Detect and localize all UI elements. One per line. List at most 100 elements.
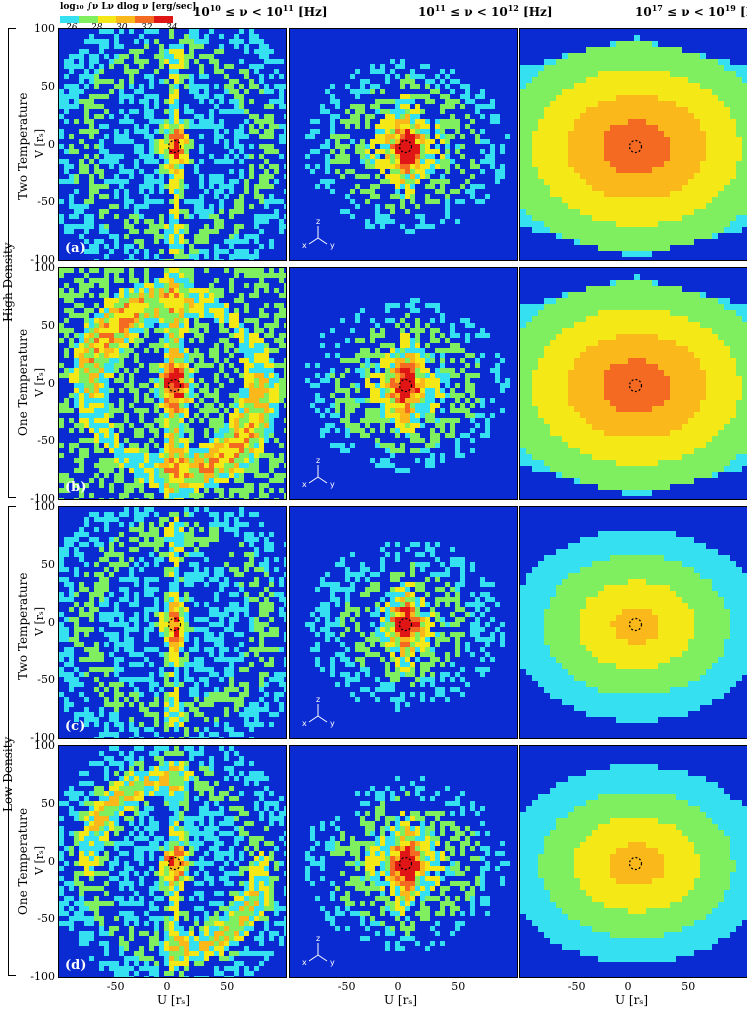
heatmap-cell <box>94 268 99 273</box>
heatmap-cell <box>556 173 562 179</box>
heatmap-cell <box>144 303 149 308</box>
heatmap-cell <box>415 373 420 378</box>
heatmap-cell <box>664 59 670 65</box>
heatmap-cell <box>79 209 84 214</box>
heatmap-cell <box>169 99 174 104</box>
heatmap-cell <box>179 44 184 49</box>
heatmap-cell <box>64 293 69 298</box>
heatmap-cell <box>355 94 360 99</box>
heatmap-cell <box>400 398 405 403</box>
heatmap-cell <box>360 368 365 373</box>
heatmap-cell <box>544 173 550 179</box>
heatmap-cell <box>652 125 658 131</box>
heatmap-cell <box>194 288 199 293</box>
heatmap-cell <box>174 174 179 179</box>
heatmap-cell <box>224 74 229 79</box>
heatmap-cell <box>694 209 700 215</box>
heatmap-cell <box>204 89 209 94</box>
heatmap-cell <box>274 318 279 323</box>
heatmap-cell <box>169 333 174 338</box>
heatmap-cell <box>682 304 688 310</box>
heatmap-cell <box>568 209 574 215</box>
heatmap-cell <box>694 203 700 209</box>
heatmap-cell <box>199 468 204 473</box>
heatmap-cell <box>670 233 676 239</box>
heatmap-cell <box>104 413 109 418</box>
heatmap-cell <box>365 358 370 363</box>
heatmap-cell <box>174 383 179 388</box>
heatmap-cell <box>69 448 74 453</box>
heatmap-cell <box>640 131 646 137</box>
heatmap-cell <box>365 119 370 124</box>
heatmap-cell <box>184 453 189 458</box>
heatmap-cell <box>134 453 139 458</box>
heatmap-cell <box>410 229 415 234</box>
heatmap-cell <box>400 373 405 378</box>
heatmap-cell <box>84 288 89 293</box>
heatmap-cell <box>395 144 400 149</box>
heatmap-cell <box>420 119 425 124</box>
heatmap-cell <box>574 101 580 107</box>
heatmap-cell <box>350 89 355 94</box>
heatmap-cell <box>556 71 562 77</box>
heatmap-cell <box>119 139 124 144</box>
heatmap-cell <box>682 239 688 245</box>
heatmap-cell <box>470 194 475 199</box>
heatmap-cell <box>420 328 425 333</box>
heatmap-cell <box>700 137 706 143</box>
heatmap-cell <box>159 49 164 54</box>
heatmap-cell <box>99 293 104 298</box>
heatmap-cell <box>169 124 174 129</box>
heatmap-cell <box>254 408 259 413</box>
heatmap-cell <box>244 239 249 244</box>
heatmap-cell <box>676 292 682 298</box>
heatmap-cell <box>410 84 415 89</box>
heatmap-cell <box>375 333 380 338</box>
heatmap-cell <box>79 303 84 308</box>
heatmap-cell <box>688 179 694 185</box>
heatmap-cell <box>736 209 742 215</box>
heatmap-cell <box>380 328 385 333</box>
heatmap-cell <box>736 191 742 197</box>
heatmap-cell <box>179 343 184 348</box>
heatmap-cell <box>586 113 592 119</box>
heatmap-cell <box>89 214 94 219</box>
heatmap-cell <box>149 368 154 373</box>
heatmap-cell <box>340 318 345 323</box>
heatmap-cell <box>562 125 568 131</box>
heatmap-cell <box>109 179 114 184</box>
heatmap-cell <box>99 69 104 74</box>
heatmap-cell <box>64 224 69 229</box>
heatmap-cell <box>239 338 244 343</box>
heatmap-cell <box>532 167 538 173</box>
heatmap-cell <box>229 488 234 493</box>
heatmap-cell <box>622 155 628 161</box>
heatmap-cell <box>706 173 712 179</box>
heatmap-cell <box>340 443 345 448</box>
heatmap-cell <box>532 316 538 322</box>
heatmap-cell <box>159 458 164 463</box>
heatmap-cell <box>592 137 598 143</box>
heatmap-cell <box>199 249 204 254</box>
heatmap-cell <box>622 191 628 197</box>
heatmap-cell <box>199 458 204 463</box>
heatmap-cell <box>249 463 254 468</box>
heatmap-cell <box>184 413 189 418</box>
heatmap-cell <box>420 169 425 174</box>
heatmap-cell <box>420 219 425 224</box>
heatmap-cell <box>109 298 114 303</box>
heatmap-cell <box>586 53 592 59</box>
heatmap-cell <box>390 209 395 214</box>
heatmap-cell <box>239 413 244 418</box>
heatmap-cell <box>400 194 405 199</box>
heatmap-cell <box>134 318 139 323</box>
heatmap-cell <box>164 164 169 169</box>
heatmap-cell <box>199 94 204 99</box>
heatmap-cell <box>736 310 742 316</box>
heatmap-cell <box>465 338 470 343</box>
heatmap-cell <box>640 191 646 197</box>
heatmap-cell <box>254 363 259 368</box>
heatmap-cell <box>634 137 640 143</box>
heatmap-cell <box>520 185 526 191</box>
heatmap-cell <box>580 119 586 125</box>
